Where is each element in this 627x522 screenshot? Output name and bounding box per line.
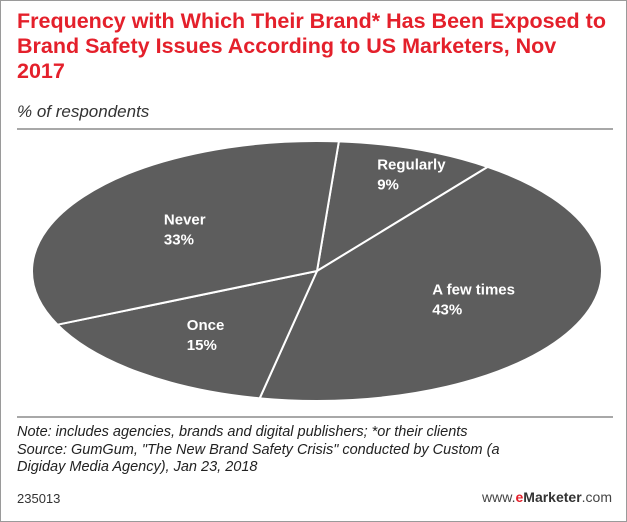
brand-suffix: .com: [581, 489, 612, 505]
chart-code: 235013: [17, 491, 61, 506]
slice-label: Never: [164, 212, 206, 229]
slice-label: A few times: [432, 282, 515, 299]
slice-once: [56, 270, 318, 400]
bottom-divider: [17, 416, 613, 418]
slice-a-few-times: [258, 165, 603, 402]
slice-label: Regularly: [377, 157, 446, 174]
chart-title: Frequency with Which Their Brand* Has Be…: [17, 9, 606, 83]
top-divider: [17, 128, 613, 130]
slice-label: Once: [187, 317, 225, 334]
pie-chart: Regularly 9% A few times 43% Once 15% Never 33%: [31, 140, 603, 402]
slice-value-label: 33%: [164, 232, 194, 249]
slice-never: [31, 140, 340, 326]
brand-name: Marketer: [523, 489, 582, 505]
emarketer-logo: www.eMarketer.com: [482, 489, 612, 505]
chart-subtitle: % of respondents: [17, 102, 150, 121]
slice-regularly: [316, 140, 489, 272]
slice-value-label: 9%: [377, 177, 399, 194]
source-line: Source: GumGum, "The New Brand Safety Cr…: [17, 441, 500, 458]
slice-value-label: 15%: [187, 337, 217, 354]
slice-value-label: 43%: [432, 302, 462, 319]
brand-e: e: [515, 489, 524, 505]
brand-prefix: www.: [482, 489, 516, 505]
source-line-continued: Digiday Media Agency), Jan 23, 2018: [17, 459, 258, 475]
chart-notes: Note: includes agencies, brands and digi…: [17, 424, 617, 477]
note-line: Note: includes agencies, brands and digi…: [17, 424, 468, 440]
